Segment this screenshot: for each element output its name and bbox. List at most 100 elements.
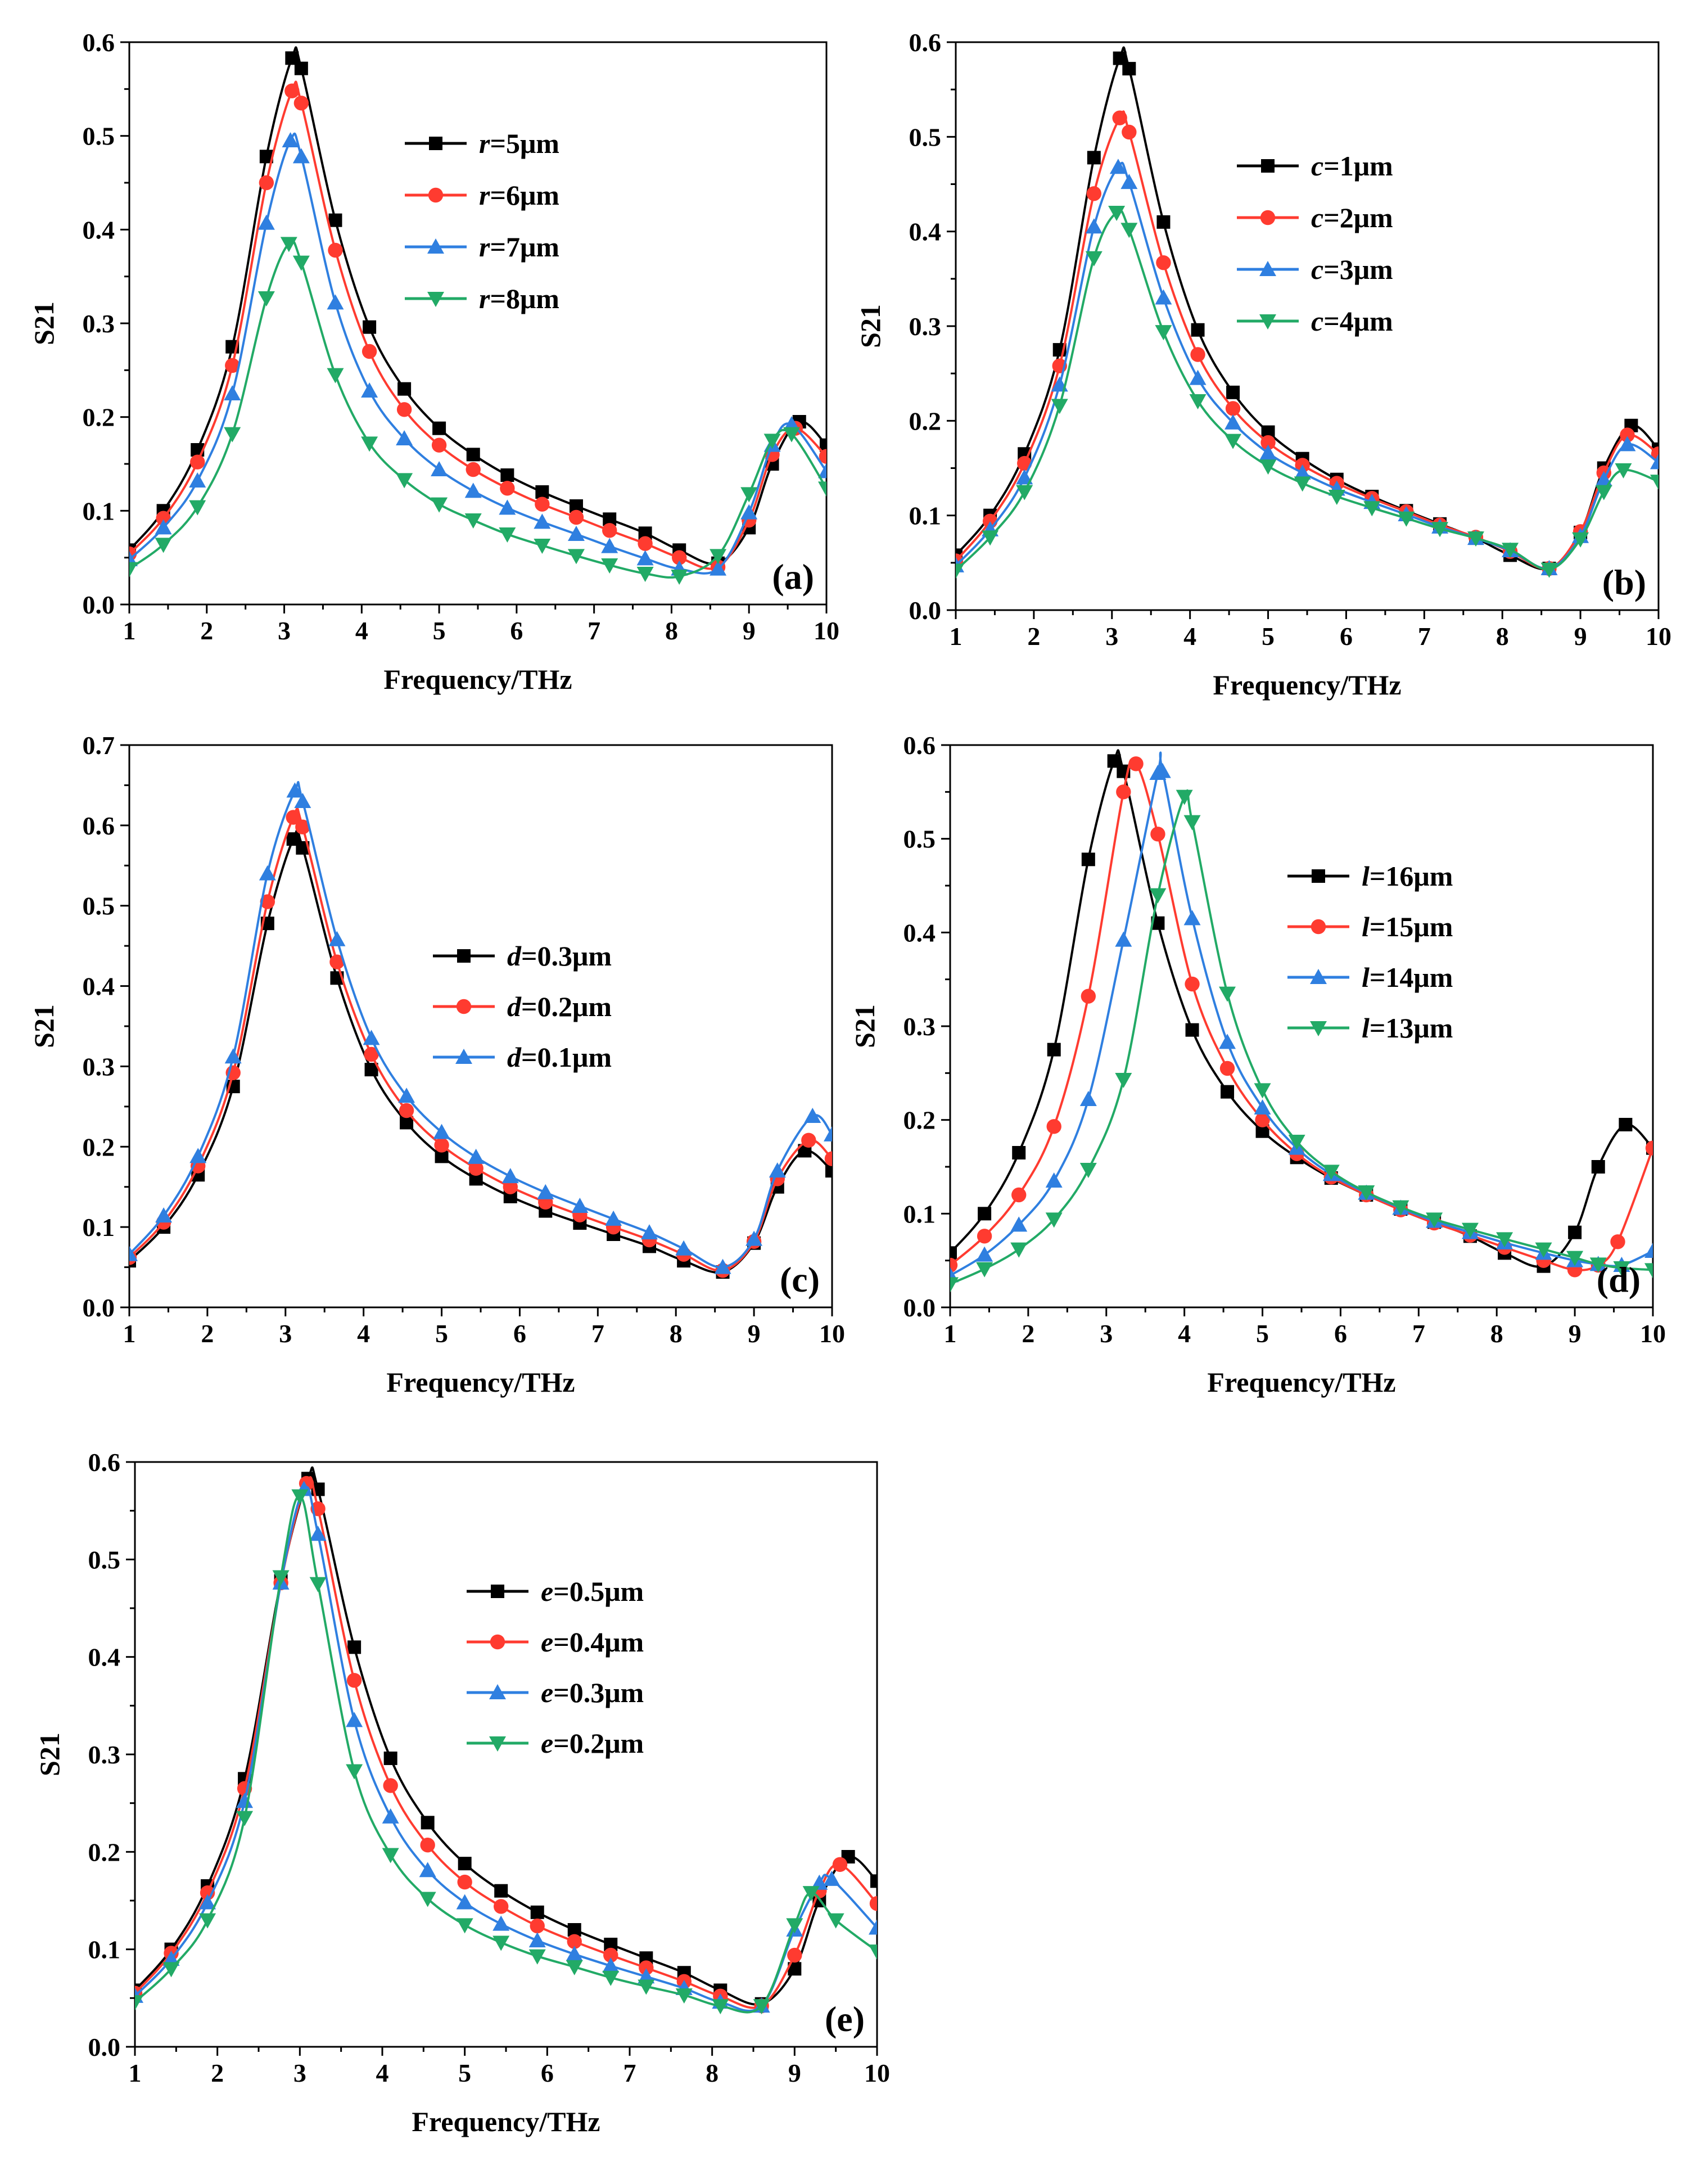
data-point: [1011, 1187, 1027, 1203]
legend-variable: r: [479, 231, 490, 263]
data-point: [363, 1030, 380, 1045]
legend-value: =0.5μm: [553, 1576, 644, 1607]
data-point: [284, 83, 300, 98]
data-point: [190, 454, 205, 470]
data-point: [710, 560, 727, 576]
data-point: [397, 382, 412, 396]
legend-label: e=0.5μm: [541, 1576, 644, 1607]
legend-item: r=5μm: [405, 128, 559, 159]
data-point: [432, 421, 446, 435]
data-point: [1224, 414, 1242, 430]
series-2: [129, 780, 832, 1274]
data-point: [1426, 1212, 1443, 1228]
data-point: [1190, 347, 1205, 362]
data-point: [1219, 1061, 1235, 1076]
y-tick-label: 0.6: [88, 1448, 121, 1477]
data-point: [950, 1246, 957, 1260]
data-point: [786, 1918, 803, 1934]
legend-item: d=0.1μm: [433, 1041, 612, 1073]
legend-value: =0.4μm: [553, 1626, 644, 1658]
legend-value: =4μm: [1323, 305, 1393, 337]
data-point: [1156, 255, 1171, 270]
data-point: [1183, 815, 1201, 831]
data-point: [1591, 1160, 1605, 1174]
data-point: [466, 448, 480, 462]
data-point: [1109, 159, 1127, 174]
legend-value: =0.3μm: [553, 1677, 644, 1708]
data-point: [535, 497, 550, 512]
legend-marker: [1259, 314, 1276, 330]
data-point: [818, 481, 826, 497]
y-tick-label: 0.5: [903, 825, 936, 854]
data-point: [494, 1899, 509, 1914]
legend-marker: [456, 999, 472, 1014]
data-point: [225, 358, 240, 373]
data-point: [639, 1960, 654, 1975]
data-point: [364, 1046, 379, 1062]
legend-variable: l: [1362, 911, 1370, 942]
x-tick-label: 9: [1569, 1319, 1581, 1348]
data-point: [434, 1138, 449, 1153]
data-point: [1016, 469, 1033, 485]
data-point: [869, 1944, 877, 1960]
data-point: [295, 819, 310, 834]
data-point: [236, 1793, 254, 1808]
legend-label: r=8μm: [479, 283, 559, 314]
series-line: [135, 1466, 877, 2006]
data-point: [456, 1918, 473, 1934]
data-point: [464, 513, 482, 529]
data-point: [740, 504, 758, 520]
series-3: [129, 237, 826, 585]
data-point: [982, 530, 999, 546]
x-tick-label: 6: [541, 2059, 554, 2087]
y-tick-label: 0.4: [88, 1643, 121, 1672]
x-tick-label: 9: [748, 1319, 761, 1348]
legend-value: =8μm: [490, 283, 559, 314]
y-tick-label: 0.1: [83, 497, 115, 525]
legend-label: e=0.2μm: [541, 1727, 644, 1759]
series-3: [950, 789, 1653, 1293]
series-line: [129, 46, 826, 565]
data-point: [753, 1999, 770, 2015]
data-point: [1572, 532, 1589, 548]
x-tick-label: 9: [743, 616, 756, 645]
x-tick-label: 6: [513, 1319, 526, 1348]
data-point: [129, 562, 138, 577]
legend-value: =0.1μm: [521, 1041, 612, 1073]
data-point: [499, 499, 516, 515]
y-tick-label: 0.5: [88, 1545, 121, 1574]
data-point: [456, 1894, 473, 1910]
data-point: [499, 527, 516, 543]
data-point: [1122, 62, 1136, 76]
data-point: [783, 427, 800, 443]
data-point: [293, 96, 309, 111]
x-tick-label: 1: [129, 2059, 142, 2087]
panel-label: (d): [1597, 1260, 1641, 1299]
legend-variable: c: [1311, 305, 1323, 337]
series-2: [135, 1481, 877, 2013]
data-point: [1496, 1232, 1513, 1248]
series-1: [135, 1475, 877, 2014]
y-tick-label: 0.5: [83, 122, 115, 151]
data-point: [1398, 511, 1415, 527]
data-point: [500, 468, 514, 482]
data-point: [224, 1048, 242, 1064]
legend-item: c=2μm: [1237, 202, 1393, 233]
legend-item: l=14μm: [1287, 962, 1453, 993]
chart-panel-3: 1 2 3 4 5 6 7 8 9 10 0.0 0.1 0.2 0.3 0.4 0.5 0.6 Frequenc…: [849, 731, 1666, 1398]
legend-marker: [1311, 919, 1326, 935]
data-point: [259, 865, 276, 881]
data-point: [1255, 1112, 1270, 1127]
chart-panel-0: 1 2 3 4 5 6 7 8 9 10 0.0 0.1 0.2 0.3 0.4 0.5 0.6 Frequenc…: [28, 28, 839, 695]
x-axis-title: Frequency/THz: [1213, 669, 1401, 701]
data-point: [419, 1862, 436, 1878]
data-point: [431, 437, 447, 453]
legend-marker: [491, 1585, 504, 1598]
data-point: [1045, 1212, 1063, 1228]
data-point: [567, 549, 585, 565]
legend-item: e=0.5μm: [467, 1576, 644, 1607]
series-0: [950, 749, 1653, 1273]
data-point: [236, 1811, 254, 1826]
data-point: [1615, 463, 1632, 479]
series-2: [950, 751, 1653, 1283]
